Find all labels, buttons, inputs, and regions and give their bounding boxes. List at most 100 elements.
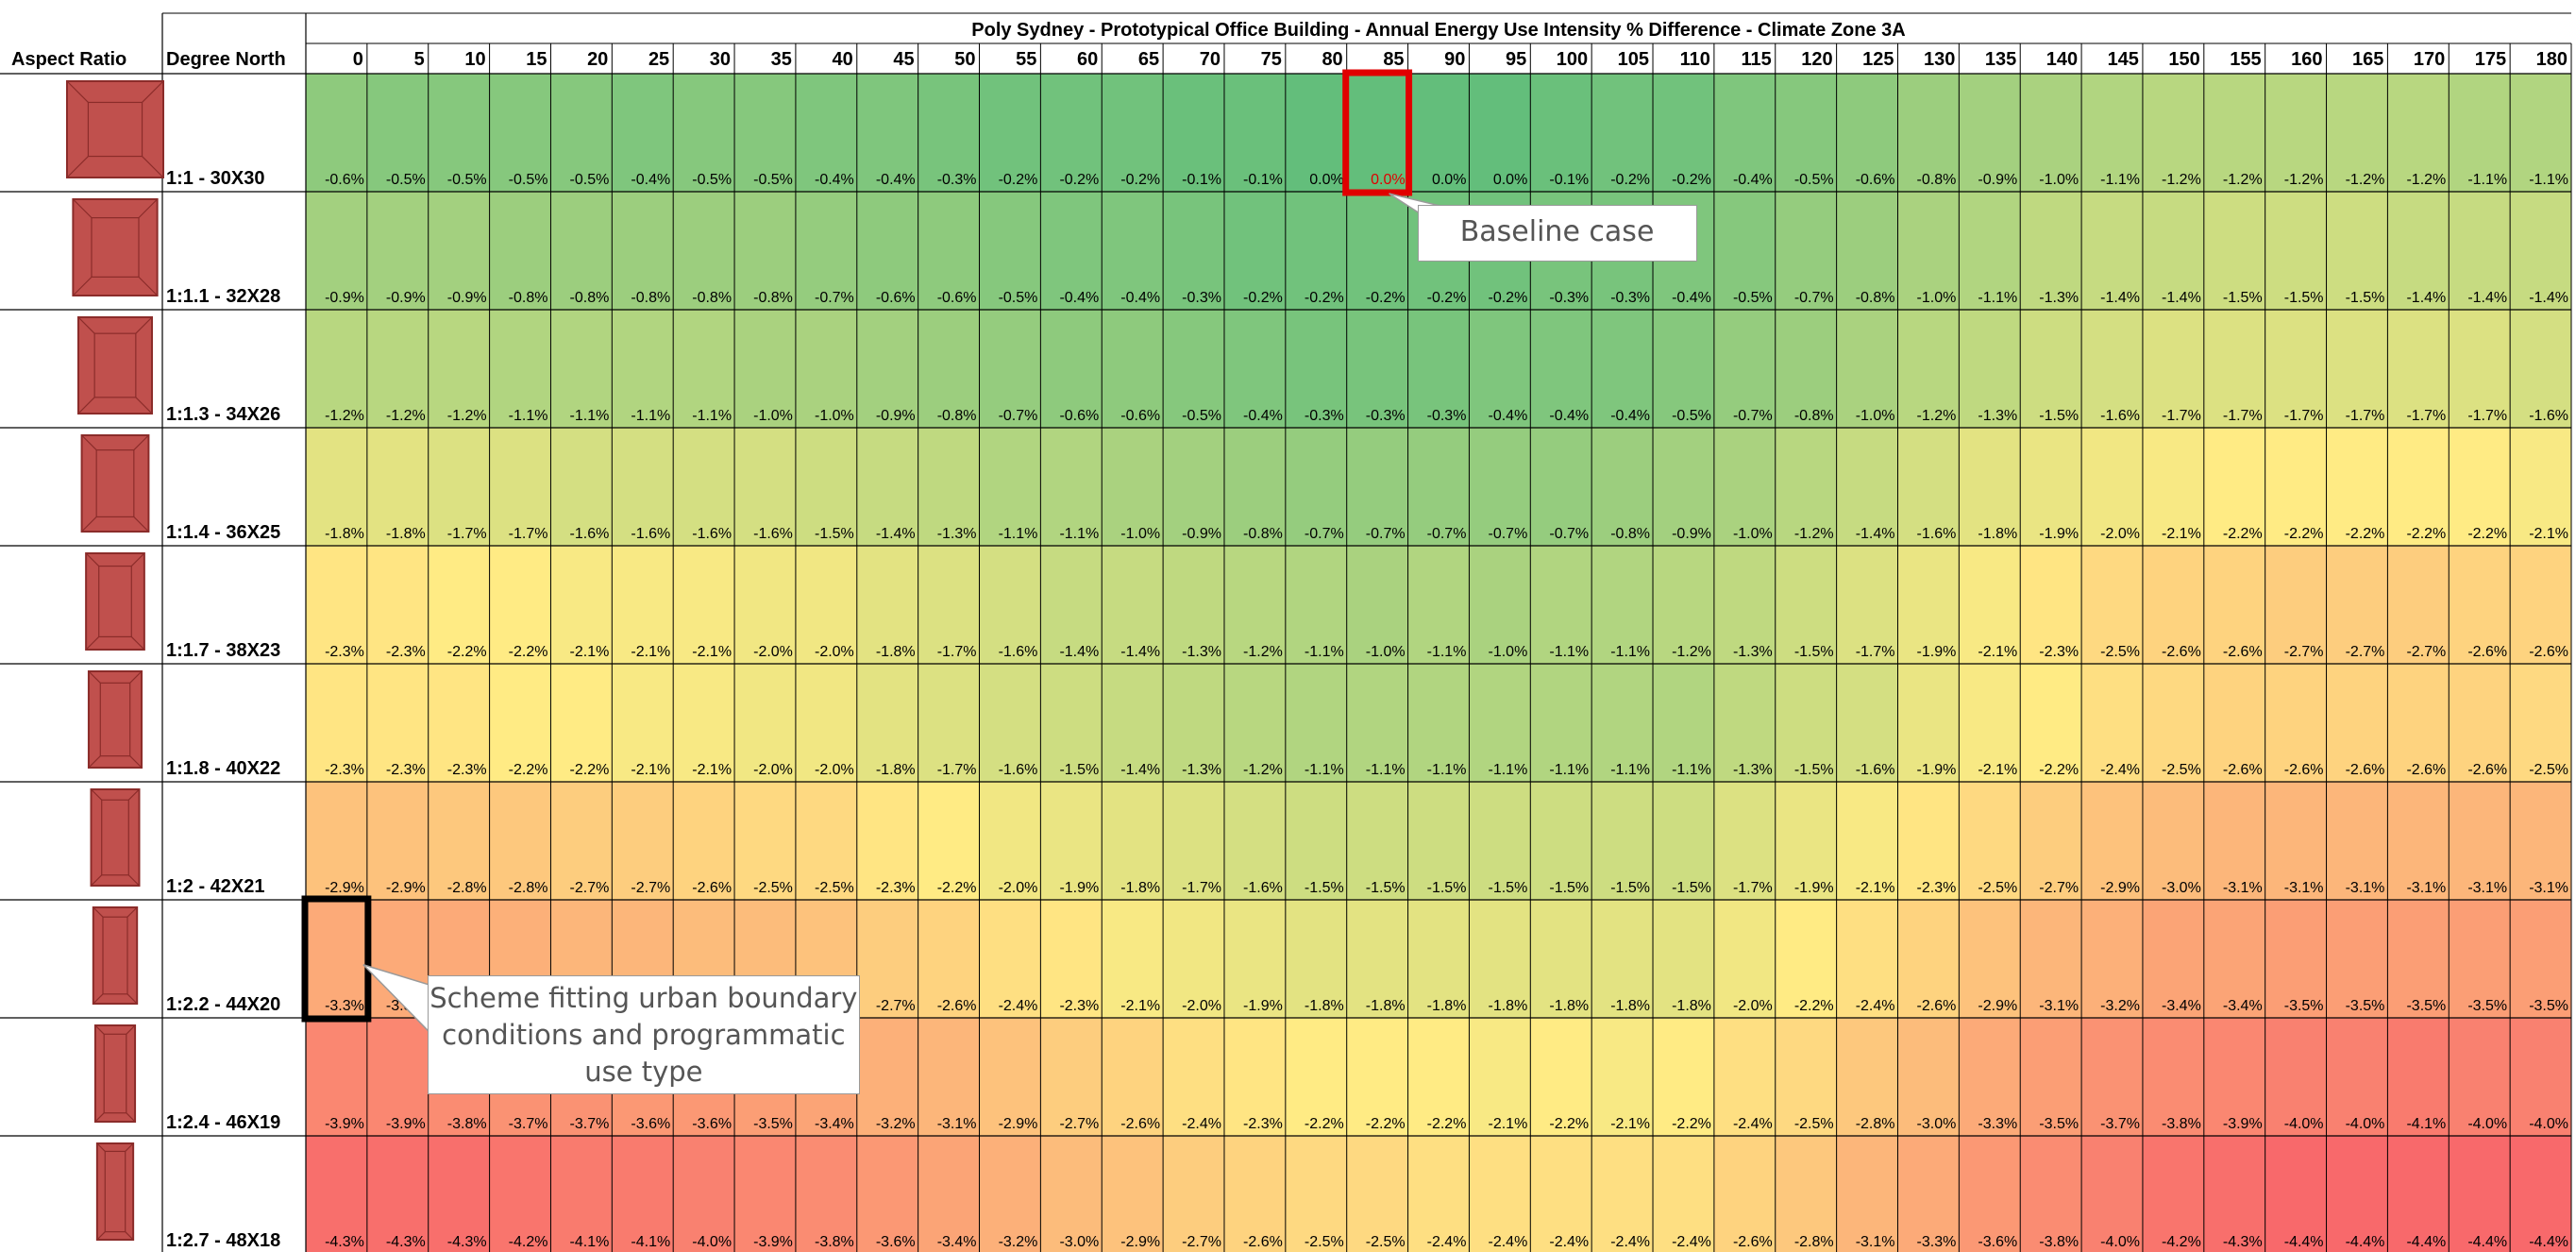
roof-hip-line bbox=[81, 516, 97, 533]
heatmap-cell bbox=[979, 546, 1041, 664]
heatmap-cell bbox=[795, 192, 857, 310]
cell-value-label: -1.1% bbox=[1427, 644, 1467, 660]
heatmap-cell bbox=[856, 546, 918, 664]
cell-value-label: -4.4% bbox=[2467, 1234, 2507, 1250]
cell-value-label: -1.9% bbox=[1059, 880, 1099, 896]
building-footprint-icon bbox=[87, 670, 143, 769]
heatmap-cell bbox=[856, 664, 918, 782]
heatmap-cell bbox=[1959, 74, 2021, 192]
scheme-callout: Scheme fitting urban boundary conditions… bbox=[427, 975, 860, 1094]
cell-value-label: -2.6% bbox=[2346, 762, 2385, 778]
cell-value-label: -0.8% bbox=[1917, 172, 1957, 188]
cell-value-label: -2.1% bbox=[1120, 998, 1160, 1014]
heatmap-cell bbox=[2203, 428, 2265, 546]
heatmap-cell bbox=[2387, 782, 2450, 900]
roof-hip-line bbox=[94, 1112, 105, 1123]
heatmap-cell bbox=[1775, 546, 1837, 664]
cell-value-label: -2.2% bbox=[1366, 1116, 1406, 1132]
cell-value-label: -1.7% bbox=[509, 526, 548, 542]
heatmap-cell bbox=[2020, 192, 2082, 310]
heatmap-cell bbox=[1102, 428, 1164, 546]
heatmap-cell bbox=[1653, 310, 1714, 428]
building-roof bbox=[92, 906, 139, 1005]
cell-value-label: -0.4% bbox=[1733, 172, 1773, 188]
cell-value-label: -2.5% bbox=[1978, 880, 2017, 896]
cell-value-label: -1.5% bbox=[1794, 762, 1834, 778]
heatmap-cell bbox=[1836, 1018, 1898, 1136]
cell-value-label: -4.0% bbox=[2346, 1116, 2385, 1132]
cell-value-label: -2.1% bbox=[1610, 1116, 1650, 1132]
cell-value-label: -2.5% bbox=[1366, 1234, 1406, 1250]
heatmap-cell bbox=[1285, 546, 1347, 664]
heatmap-cell bbox=[1897, 310, 1960, 428]
heatmap-cell bbox=[1897, 900, 1960, 1018]
roof-hip-line bbox=[126, 906, 138, 918]
x-tick-label: 155 bbox=[2230, 49, 2261, 70]
cell-value-label: -4.1% bbox=[631, 1234, 670, 1250]
heatmap-cell bbox=[1469, 1136, 1531, 1252]
heatmap-cell bbox=[2203, 1136, 2265, 1252]
heatmap-cell bbox=[2449, 1136, 2511, 1252]
roof-ridge bbox=[103, 1033, 127, 1114]
x-tick-label: 140 bbox=[2046, 49, 2078, 70]
cell-value-label: -2.6% bbox=[2467, 762, 2507, 778]
heatmap-cell bbox=[2265, 664, 2327, 782]
cell-value-label: -2.8% bbox=[509, 880, 548, 896]
heatmap-cell bbox=[1407, 310, 1470, 428]
cell-value-label: -2.1% bbox=[631, 644, 670, 660]
heatmap-cell bbox=[918, 1136, 980, 1252]
cell-value-label: -0.4% bbox=[631, 172, 670, 188]
cell-value-label: -0.9% bbox=[447, 290, 487, 306]
heatmap-cell bbox=[1775, 192, 1837, 310]
cell-value-label: -0.3% bbox=[1366, 408, 1406, 424]
cell-value-label: -1.8% bbox=[1120, 880, 1160, 896]
heatmap-cell bbox=[2081, 782, 2143, 900]
heatmap-cell bbox=[1285, 428, 1347, 546]
cell-value-label: -0.9% bbox=[325, 290, 364, 306]
heatmap-cell bbox=[1102, 1136, 1164, 1252]
cell-value-label: -0.6% bbox=[937, 290, 977, 306]
heatmap-cell bbox=[1223, 310, 1286, 428]
cell-value-label: -0.8% bbox=[570, 290, 610, 306]
heatmap-cell bbox=[1653, 74, 1714, 192]
heatmap-cell bbox=[1163, 428, 1224, 546]
cell-value-label: -1.6% bbox=[631, 526, 670, 542]
heatmap-cell bbox=[1897, 428, 1960, 546]
cell-value-label: -2.6% bbox=[2223, 762, 2263, 778]
cell-value-label: -1.8% bbox=[1305, 998, 1344, 1014]
cell-value-label: -2.1% bbox=[1978, 762, 2017, 778]
x-tick-label: 70 bbox=[1200, 49, 1221, 70]
cell-value-label: -0.7% bbox=[1549, 526, 1589, 542]
x-tick-label: 95 bbox=[1506, 49, 1526, 70]
cell-value-label: -3.5% bbox=[2529, 998, 2568, 1014]
heatmap-cell bbox=[306, 900, 367, 1018]
heatmap-cell bbox=[1653, 1136, 1714, 1252]
x-tick-label: 25 bbox=[648, 49, 669, 70]
heatmap-cell bbox=[2265, 74, 2327, 192]
cell-value-label: -1.5% bbox=[1059, 762, 1099, 778]
heatmap-cell bbox=[1040, 900, 1103, 1018]
cell-value-label: -1.5% bbox=[1366, 880, 1406, 896]
cell-value-label: -1.4% bbox=[876, 526, 916, 542]
heatmap-cell bbox=[673, 782, 735, 900]
chart-title: Poly Sydney - Prototypical Office Buildi… bbox=[971, 20, 1905, 41]
cell-value-label: -1.1% bbox=[1305, 644, 1344, 660]
cell-value-label: -0.7% bbox=[815, 290, 854, 306]
cell-value-label: -0.5% bbox=[692, 172, 732, 188]
roof-hip-line bbox=[93, 993, 104, 1005]
cell-value-label: -2.4% bbox=[2100, 762, 2140, 778]
cell-value-label: -2.6% bbox=[2467, 644, 2507, 660]
heatmap-cell bbox=[2142, 428, 2204, 546]
heatmap-cell bbox=[2326, 192, 2388, 310]
roof-hip-line bbox=[125, 1231, 134, 1241]
cell-value-label: -1.6% bbox=[692, 526, 732, 542]
cell-value-label: -2.6% bbox=[1917, 998, 1957, 1014]
heatmap-cell bbox=[795, 310, 857, 428]
cell-value-label: -4.0% bbox=[2284, 1116, 2324, 1132]
cell-value-label: -1.1% bbox=[2467, 172, 2507, 188]
cell-value-label: -0.2% bbox=[1366, 290, 1406, 306]
heatmap-cell bbox=[979, 192, 1041, 310]
cell-value-label: -2.7% bbox=[2039, 880, 2079, 896]
cell-value-label: -0.3% bbox=[1549, 290, 1589, 306]
cell-value-label: -3.4% bbox=[2162, 998, 2201, 1014]
